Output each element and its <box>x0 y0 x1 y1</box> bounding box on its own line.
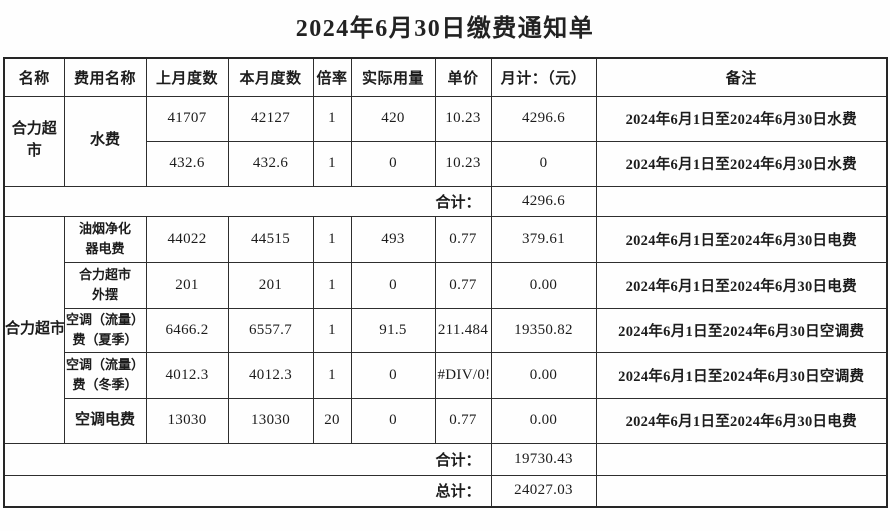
curr-reading-cell: 4012.3 <box>227 351 314 399</box>
monthly-total-cell: 379.61 <box>490 215 597 263</box>
table-row: 空调（流量） 费（冬季） 4012.3 4012.3 1 0 #DIV/0! 0… <box>4 351 888 399</box>
prev-reading-cell: 41707 <box>145 95 229 142</box>
entity-cell: 合力超市 <box>3 215 65 444</box>
fee-cell: 水费 <box>63 95 147 187</box>
col-header-curr-reading: 本月度数 <box>227 57 314 97</box>
subtotal-value-cell: 4296.6 <box>490 185 597 217</box>
remark-cell: 2024年6月1日至2024年6月30日水费 <box>595 140 888 187</box>
monthly-total-cell: 19350.82 <box>490 307 597 353</box>
multiplier-cell: 1 <box>312 215 352 263</box>
usage-cell: 420 <box>350 95 436 142</box>
col-header-remark: 备注 <box>595 57 888 97</box>
remark-cell: 2024年6月1日至2024年6月30日电费 <box>595 397 888 444</box>
grand-total-value-cell: 24027.03 <box>490 474 597 508</box>
curr-reading-cell: 6557.7 <box>227 307 314 353</box>
subtotal-row: 合计： 4296.6 <box>3 185 888 217</box>
usage-cell: 0 <box>350 351 436 399</box>
multiplier-cell: 1 <box>312 95 352 142</box>
multiplier-cell: 20 <box>312 397 352 444</box>
table-row: 合力超市 外摆 201 201 1 0 0.77 0.00 2024年6月1日至… <box>4 261 888 309</box>
fee-cell: 空调（流量） 费（夏季） <box>63 307 147 353</box>
unit-price-cell: #DIV/0! <box>434 351 492 399</box>
usage-cell: 0 <box>350 261 436 309</box>
curr-reading-cell: 201 <box>227 261 314 309</box>
fee-cell: 油烟净化 器电费 <box>63 215 147 263</box>
remark-cell: 2024年6月1日至2024年6月30日空调费 <box>595 351 888 399</box>
subtotal-remark-cell <box>595 185 888 217</box>
monthly-total-cell: 0.00 <box>490 397 597 444</box>
table-row: 空调（流量） 费（夏季） 6466.2 6557.7 1 91.5 211.48… <box>4 307 888 353</box>
subtotal-row: 合计： 19730.43 <box>3 442 888 476</box>
subtotal-remark-cell <box>595 442 888 476</box>
remark-cell: 2024年6月1日至2024年6月30日电费 <box>595 215 888 263</box>
subtotal-label-cell: 合计： <box>3 442 492 476</box>
grand-total-row: 总计： 24027.03 <box>3 474 888 508</box>
fee-cell: 合力超市 外摆 <box>63 261 147 309</box>
prev-reading-cell: 44022 <box>145 215 229 263</box>
table-row: 432.6 432.6 1 0 10.23 0 2024年6月1日至2024年6… <box>4 140 888 187</box>
col-header-actual-usage: 实际用量 <box>350 57 436 97</box>
prev-reading-cell: 4012.3 <box>145 351 229 399</box>
payment-table: 名称 费用名称 上月度数 本月度数 倍率 实际用量 单价 月计：（元） 备注 合… <box>3 57 888 508</box>
usage-cell: 0 <box>350 397 436 444</box>
remark-cell: 2024年6月1日至2024年6月30日水费 <box>595 95 888 142</box>
col-header-fee-name: 费用名称 <box>63 57 147 97</box>
prev-reading-cell: 6466.2 <box>145 307 229 353</box>
prev-reading-cell: 13030 <box>145 397 229 444</box>
prev-reading-cell: 432.6 <box>145 140 229 187</box>
multiplier-cell: 1 <box>312 261 352 309</box>
unit-price-cell: 0.77 <box>434 215 492 263</box>
remark-cell: 2024年6月1日至2024年6月30日电费 <box>595 261 888 309</box>
monthly-total-cell: 0.00 <box>490 261 597 309</box>
grand-total-label-cell: 总计： <box>3 474 492 508</box>
monthly-total-cell: 4296.6 <box>490 95 597 142</box>
col-header-name: 名称 <box>3 57 65 97</box>
document-title: 2024年6月30日缴费通知单 <box>295 16 595 42</box>
subtotal-value-cell: 19730.43 <box>490 442 597 476</box>
monthly-total-cell: 0 <box>490 140 597 187</box>
prev-reading-cell: 201 <box>145 261 229 309</box>
fee-cell: 空调（流量） 费（冬季） <box>63 351 147 399</box>
col-header-multiplier: 倍率 <box>312 57 352 97</box>
usage-cell: 0 <box>350 140 436 187</box>
table-row: 合力超市 油烟净化 器电费 44022 44515 1 493 0.77 379… <box>3 215 888 444</box>
curr-reading-cell: 13030 <box>227 397 314 444</box>
col-header-prev-reading: 上月度数 <box>145 57 229 97</box>
usage-cell: 91.5 <box>350 307 436 353</box>
unit-price-cell: 0.77 <box>434 397 492 444</box>
document-page: { "title": "2024年6月30日缴费通知单", "columns":… <box>0 12 890 531</box>
unit-price-cell: 10.23 <box>434 95 492 142</box>
col-header-unit-price: 单价 <box>434 57 492 97</box>
multiplier-cell: 1 <box>312 307 352 353</box>
col-header-monthly-total: 月计：（元） <box>490 57 597 97</box>
entity-cell: 合力超市 <box>3 95 65 187</box>
grand-total-remark-cell <box>595 474 888 508</box>
fee-cell: 空调电费 <box>63 397 147 444</box>
curr-reading-cell: 44515 <box>227 215 314 263</box>
remark-cell: 2024年6月1日至2024年6月30日空调费 <box>595 307 888 353</box>
multiplier-cell: 1 <box>312 351 352 399</box>
header-row: 名称 费用名称 上月度数 本月度数 倍率 实际用量 单价 月计：（元） 备注 <box>3 57 888 97</box>
monthly-total-cell: 0.00 <box>490 351 597 399</box>
usage-cell: 493 <box>350 215 436 263</box>
subtotal-label-cell: 合计： <box>3 185 492 217</box>
unit-price-cell: 10.23 <box>434 140 492 187</box>
table-row: 空调电费 13030 13030 20 0 0.77 0.00 2024年6月1… <box>4 397 888 444</box>
multiplier-cell: 1 <box>312 140 352 187</box>
curr-reading-cell: 432.6 <box>227 140 314 187</box>
curr-reading-cell: 42127 <box>227 95 314 142</box>
unit-price-cell: 211.484 <box>434 307 492 353</box>
unit-price-cell: 0.77 <box>434 261 492 309</box>
table-row: 合力超市 水费 41707 42127 1 420 10.23 4296.6 2… <box>3 95 888 187</box>
